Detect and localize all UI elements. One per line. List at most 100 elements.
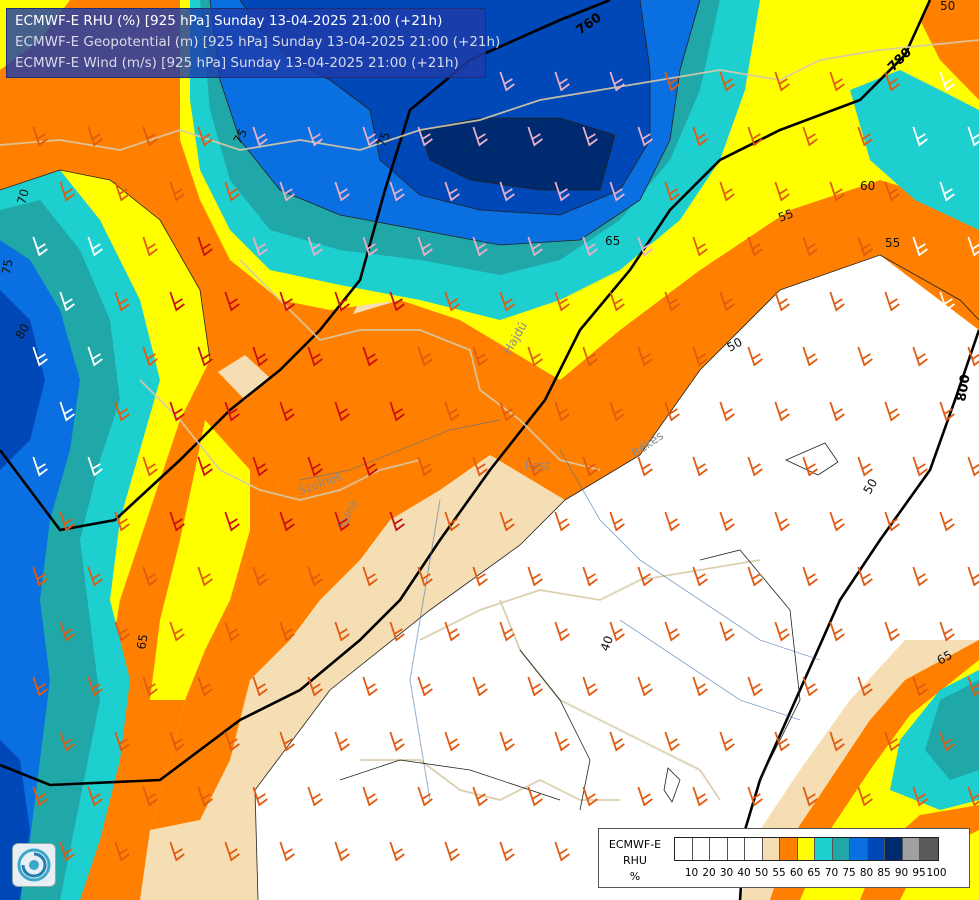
wind-barb: [609, 71, 625, 92]
legend-tick: 90: [894, 867, 909, 879]
legend-tick-row: 10 20 30 40 50 55 60 65 70 75 80 85 90 95 100: [674, 867, 974, 881]
rhu-contour-label: 50: [725, 335, 745, 355]
wind-barb: [582, 786, 598, 807]
county-lines: [339, 549, 801, 811]
wind-barb: [307, 126, 323, 147]
border-lines: [0, 39, 979, 801]
wind-barb: [499, 291, 515, 312]
wind-barb: [609, 621, 625, 642]
wind-barb: [169, 401, 185, 422]
rhu-contour-label: 80: [12, 321, 32, 341]
wind-barb: [664, 731, 680, 752]
wind-barb: [362, 346, 378, 367]
wind-barb: [279, 401, 295, 422]
wind-barb: [444, 511, 460, 532]
wind-barb: [389, 731, 405, 752]
wind-barb: [747, 456, 763, 477]
wind-barb: [609, 731, 625, 752]
band-orange-east: [920, 0, 979, 100]
wind-barb: [829, 511, 845, 532]
wind-barb: [857, 786, 873, 807]
wind-barb: [389, 621, 405, 642]
wind-barb: [87, 236, 103, 257]
legend-swatch: [780, 838, 798, 860]
wind-barb: [499, 181, 515, 202]
wind-barb: [87, 346, 103, 367]
wind-barb: [224, 181, 240, 202]
wind-barb: [279, 621, 295, 642]
wind-barb: [472, 786, 488, 807]
wind-barb: [664, 181, 680, 202]
wind-barb: [59, 181, 75, 202]
wind-barb: [692, 456, 708, 477]
title-panel: ECMWF-E RHU (%) [925 hPa] Sunday 13-04-2…: [6, 8, 500, 78]
legend-tick: 80: [859, 867, 874, 879]
wind-barb: [857, 676, 873, 697]
wind-barb: [114, 291, 130, 312]
wind-barb: [939, 511, 955, 532]
legend-tick: 75: [842, 867, 856, 879]
wind-barb: [692, 236, 708, 257]
wind-barb: [252, 236, 268, 257]
legend-swatch: [710, 838, 728, 860]
wind-barb: [939, 71, 955, 92]
wind-barb: [637, 346, 653, 367]
wind-barb: [554, 291, 570, 312]
wind-barb: [362, 566, 378, 587]
wind-barb: [637, 236, 653, 257]
wind-barb: [59, 731, 75, 752]
legend-tick: 55: [772, 867, 786, 879]
wind-barb: [169, 731, 185, 752]
wind-barb: [802, 236, 818, 257]
wind-barb: [664, 401, 680, 422]
wind-barb: [389, 401, 405, 422]
wind-barb: [142, 236, 158, 257]
band-navy-core: [420, 118, 615, 190]
wind-barb: [334, 511, 350, 532]
wind-barb: [554, 731, 570, 752]
wind-barb: [939, 621, 955, 642]
wind-barb: [444, 401, 460, 422]
wind-barb: [224, 841, 240, 862]
wind-barb: [114, 841, 130, 862]
legend-tick: 95: [912, 867, 926, 879]
wind-barb: [967, 126, 979, 147]
wind-barb: [334, 621, 350, 642]
wind-barb: [499, 511, 515, 532]
band-darkblue-west: [0, 290, 45, 900]
legend-tick: 60: [789, 867, 804, 879]
legend-swatch: [920, 838, 938, 860]
wind-barb: [197, 566, 213, 587]
wind-barb: [279, 511, 295, 532]
wind-barb: [802, 566, 818, 587]
wind-barb: [362, 676, 378, 697]
geopotential-contour-label: 800: [954, 373, 973, 402]
wind-barb: [967, 786, 979, 807]
wind-barb: [224, 401, 240, 422]
wind-barb: [939, 731, 955, 752]
wind-barb: [169, 841, 185, 862]
wind-barb: [32, 676, 48, 697]
wind-barb: [582, 236, 598, 257]
wind-barb: [802, 126, 818, 147]
legend-swatch: [815, 838, 833, 860]
wind-barb: [829, 181, 845, 202]
wind-barb: [554, 181, 570, 202]
wind-barb: [609, 401, 625, 422]
wind-barb: [59, 291, 75, 312]
legend-tick: 20: [702, 867, 716, 879]
wind-barb: [417, 456, 433, 477]
wind-barb: [197, 676, 213, 697]
wind-barb: [307, 786, 323, 807]
wind-barb: [279, 181, 295, 202]
wind-barb: [967, 456, 979, 477]
wind-barb: [389, 841, 405, 862]
rhu-contour-label: 50: [860, 476, 880, 496]
legend-swatch: [762, 838, 780, 860]
rhu-contour-label: 60: [860, 179, 875, 193]
wind-barb: [527, 566, 543, 587]
legend-swatch: [675, 838, 693, 860]
wind-barb: [829, 71, 845, 92]
wind-barb: [114, 731, 130, 752]
